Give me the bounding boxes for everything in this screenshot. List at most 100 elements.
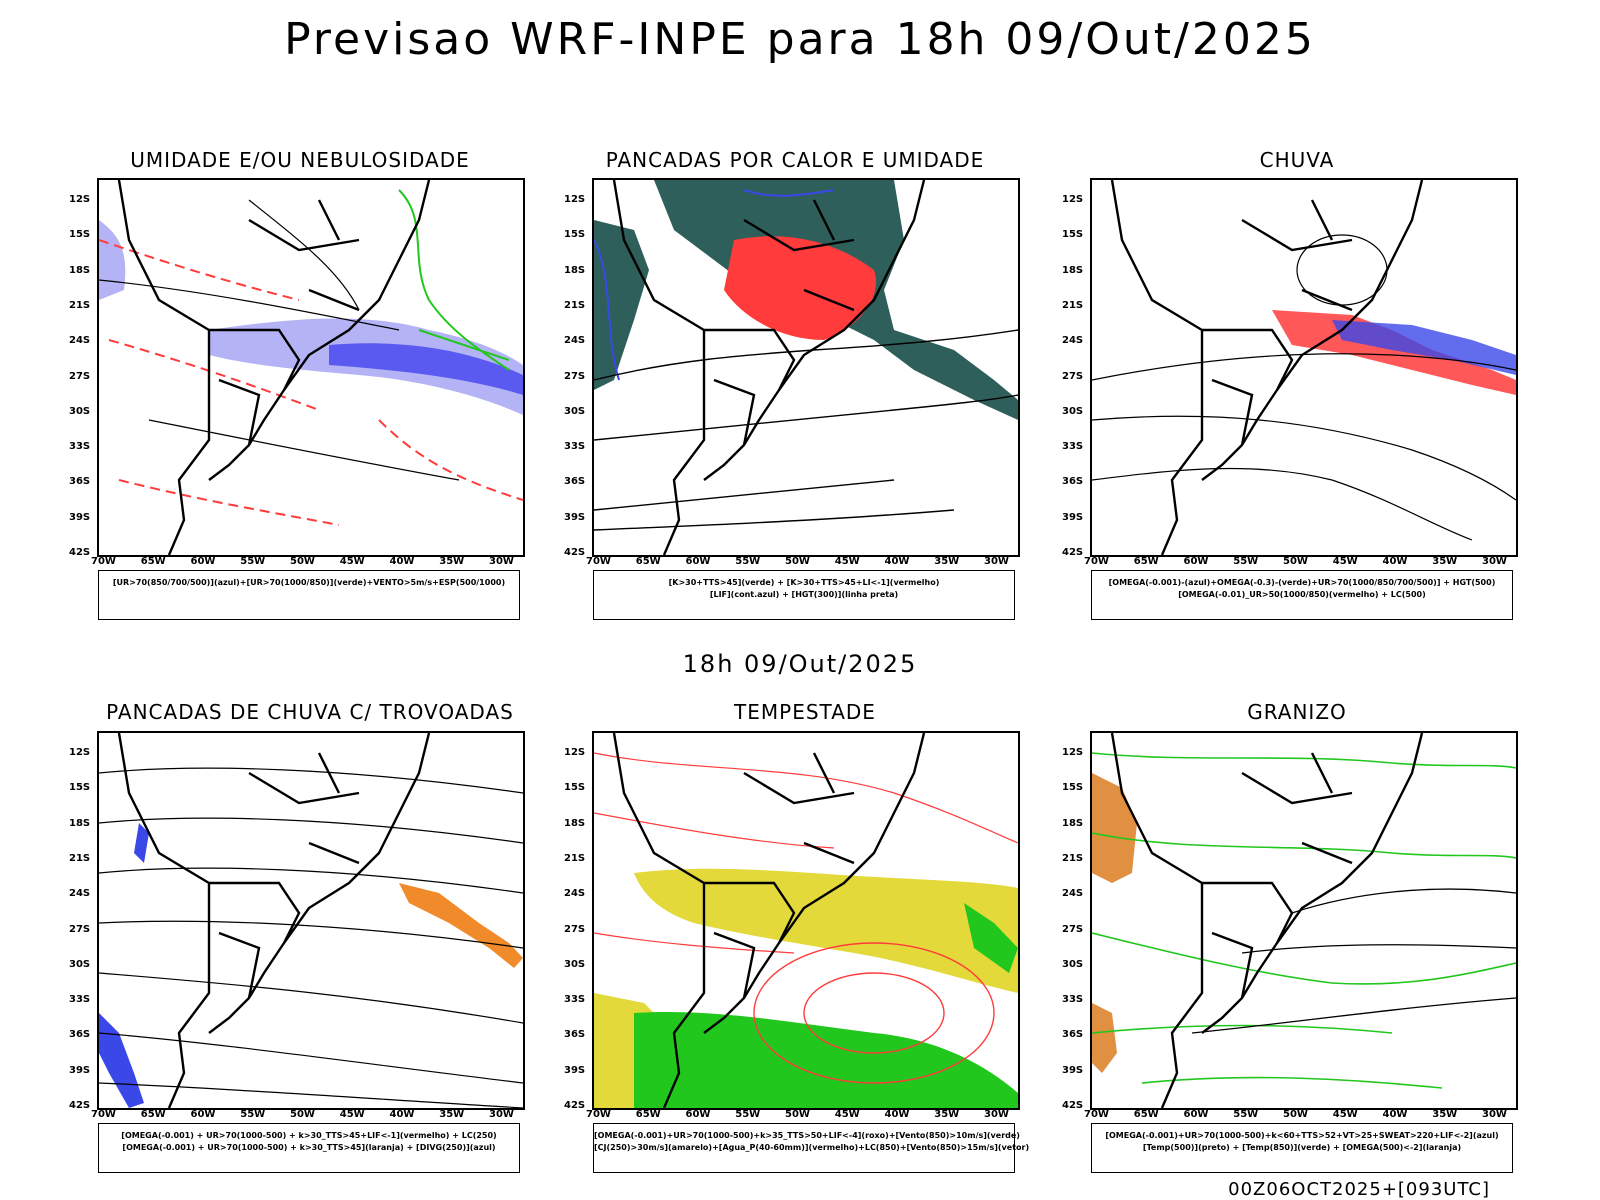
longitude-tick-label: 35W [439,556,465,567]
longitude-tick-label: 60W [685,556,711,567]
longitude-tick-label: 60W [685,1109,711,1120]
teal-area-west [594,220,649,390]
panel-title: PANCADAS DE CHUVA C/ TROVOADAS [106,700,514,724]
latitude-tick-label: 39S [564,1064,586,1076]
latitude-tick-label: 15S [564,782,586,794]
legend-humidity: [UR>70(850/700/500)](azul)+[UR>70(1000/8… [98,570,520,620]
map-heat-showers [592,178,1020,557]
panel-title: TEMPESTADE [734,700,876,724]
latitude-tick-label: 30S [564,958,586,970]
red-lc-contour [803,972,945,1054]
longitude-tick-label: 60W [190,556,216,567]
latitude-tick-label: 12S [1062,194,1084,205]
run-timestamp: 00Z06OCT2025+[093UTC] [1228,1179,1490,1200]
latitude-tick-label: 36S [564,476,586,488]
latitude-tick-label: 33S [1062,994,1084,1006]
longitude-tick-label: 55W [1233,1109,1259,1120]
red-lc-contour [753,942,995,1084]
latitude-tick-label: 36S [1062,1029,1084,1041]
coastline-border [117,180,431,555]
longitude-tick-label: 35W [934,556,960,567]
map-hail [1090,731,1518,1110]
main-title: Previsao WRF-INPE para 18h 09/Out/2025 [284,14,1316,65]
longitude-tick-label: 50W [290,1109,315,1120]
longitude-tick-label: 40W [389,556,415,567]
latitude-tick-label: 42S [1062,1100,1084,1111]
latitude-tick-label: 21S [1062,852,1084,864]
latitude-tick-label: 39S [69,1064,91,1076]
longitude-tick-label: 55W [1233,556,1259,567]
latitude-tick-label: 27S [69,370,91,382]
legend-line: [Temp(500)](preto) + [Temp(850)](verde) … [1142,1143,1462,1152]
red-dashed-contours [99,239,523,526]
blue-divergence-dots [99,823,149,1108]
latitude-tick-label: 18S [1062,817,1084,829]
latitude-tick-label: 27S [1062,370,1084,382]
latitude-tick-label: 12S [69,747,91,758]
streamlines [99,767,523,1108]
longitude-tick-label: 70W [1084,1109,1109,1120]
longitude-tick-label: 55W [240,556,266,567]
coastline-border [612,180,926,555]
longitude-tick-label: 30W [489,556,514,567]
latitude-tick-label: 27S [69,923,91,935]
latitude-tick-label: 33S [1062,441,1084,453]
latitude-tick-label: 30S [69,958,91,970]
longitude-tick-label: 65W [1133,556,1159,567]
longitude-tick-label: 30W [1482,1109,1507,1120]
blue-lif-contours [594,189,835,381]
longitude-tick-label: 65W [635,556,661,567]
latitude-tick-label: 15S [69,782,91,794]
legend-line: [OMEGA(-0.001) + UR>70(1000-500) + k>30_… [121,1131,497,1140]
latitude-tick-label: 39S [564,511,586,523]
longitude-tick-label: 40W [1382,1109,1408,1120]
latitude-tick-label: 33S [564,994,586,1006]
latitude-tick-label: 24S [1062,335,1084,347]
longitude-tick-label: 40W [389,1109,415,1120]
latitude-tick-label: 21S [69,852,91,864]
latitude-tick-label: 36S [69,476,91,488]
legend-heat-showers: [K>30+TTS>45](verde) + [K>30+TTS>45+LI<-… [593,570,1015,620]
latitude-tick-label: 33S [564,441,586,453]
longitude-tick-label: 40W [884,556,910,567]
latitude-tick-label: 39S [69,511,91,523]
panel-title: GRANIZO [1247,700,1347,724]
longitude-tick-label: 45W [339,1109,365,1120]
longitude-tick-label: 70W [586,556,611,567]
latitude-tick-label: 30S [1062,958,1084,970]
latitude-tick-label: 24S [564,335,586,347]
latitude-tick-label: 18S [69,264,91,276]
coastline-border [117,733,431,1108]
longitude-tick-label: 45W [834,556,860,567]
legend-hail: [OMEGA(-0.001)+UR>70(1000-500)+k<60+TTS>… [1091,1123,1513,1173]
panel-title: UMIDADE E/OU NEBULOSIDADE [130,148,470,172]
latitude-tick-label: 18S [564,817,586,829]
longitude-tick-label: 30W [984,556,1009,567]
map-rain [1090,178,1518,557]
latitude-tick-label: 12S [1062,747,1084,758]
latitude-tick-label: 21S [69,299,91,311]
legend-thunderstorm-showers: [OMEGA(-0.001) + UR>70(1000-500) + k>30_… [98,1123,520,1173]
cloud-band-blue [329,343,523,395]
latitude-tick-label: 30S [1062,405,1084,417]
longitude-tick-label: 70W [586,1109,611,1120]
longitude-tick-label: 65W [140,1109,166,1120]
latitude-tick-label: 21S [1062,299,1084,311]
latitude-tick-label: 27S [564,370,586,382]
longitude-tick-label: 60W [1183,556,1209,567]
green-wind-east [964,903,1018,973]
longitude-tick-label: 35W [439,1109,465,1120]
streamlines [1092,353,1516,541]
red-area [724,236,876,340]
green-wind [634,1012,1018,1108]
latitude-tick-label: 42S [564,1100,586,1111]
longitude-tick-label: 45W [834,1109,860,1120]
latitude-tick-label: 33S [69,441,91,453]
latitude-tick-label: 12S [564,747,586,758]
latitude-tick-label: 15S [69,229,91,241]
map-storm [592,731,1020,1110]
legend-storm: [OMEGA(-0.001)+UR>70(1000-500)+k>35_TTS>… [593,1123,1029,1173]
yellow-jet [634,868,1018,993]
longitude-tick-label: 30W [1482,556,1507,567]
latitude-tick-label: 42S [69,547,91,558]
